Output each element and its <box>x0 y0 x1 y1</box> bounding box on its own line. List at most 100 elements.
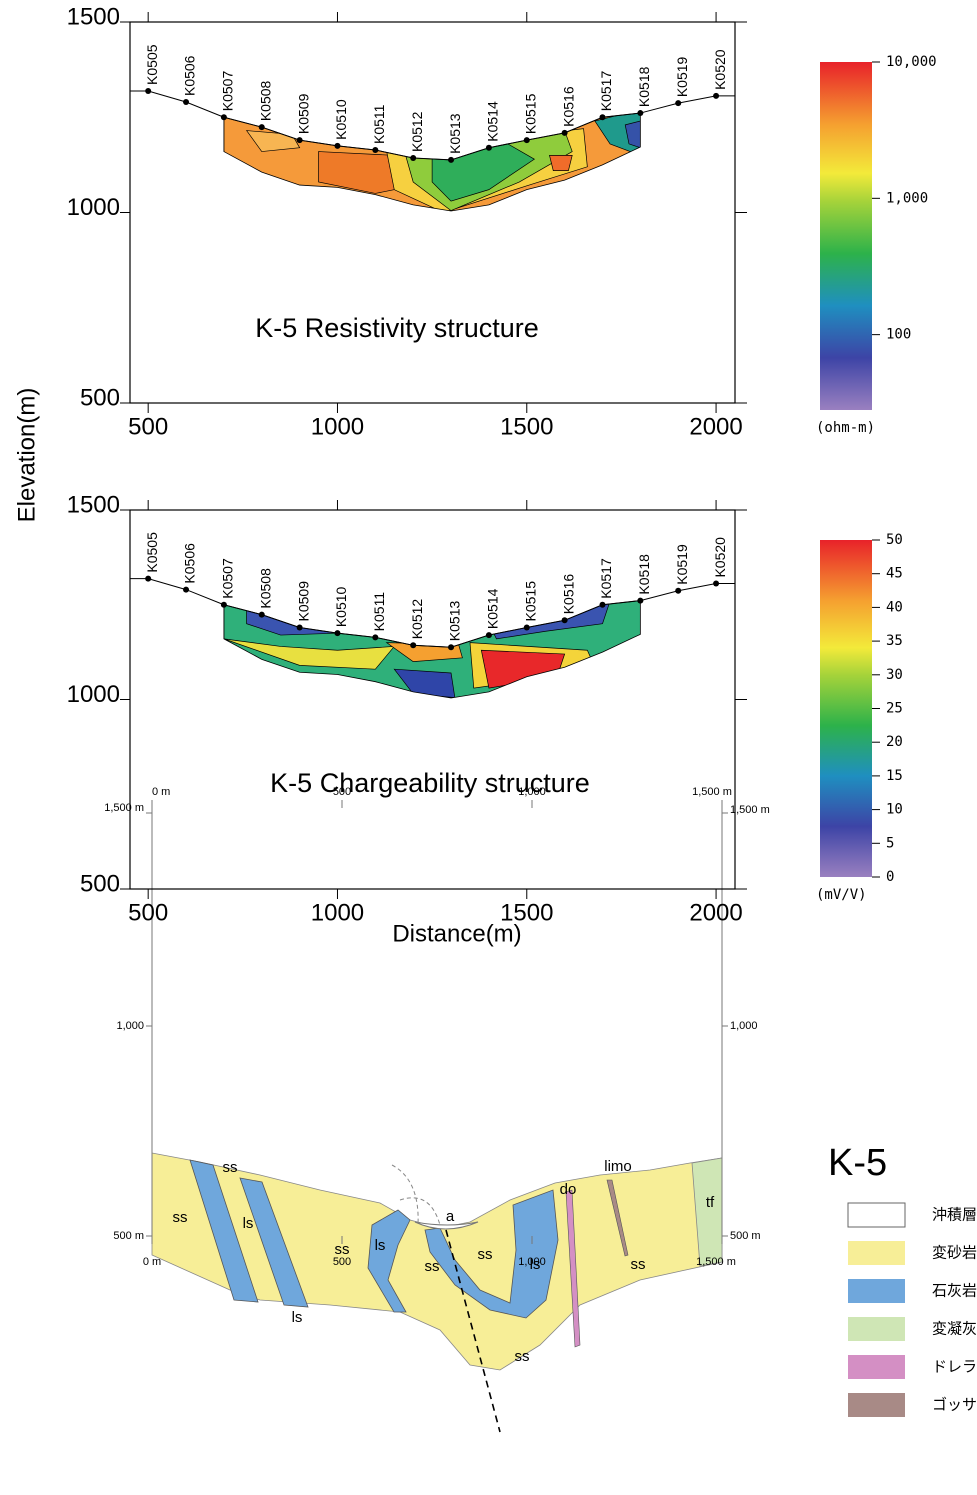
station <box>485 632 492 639</box>
station <box>258 611 265 618</box>
right-label: 500 m <box>730 1230 761 1242</box>
panel-title: K-5 Resistivity structure <box>255 313 539 343</box>
legend-swatch <box>848 1393 905 1417</box>
section-title: K-5 <box>828 1142 887 1184</box>
right-label: 1,500 m <box>730 804 770 816</box>
station <box>183 586 190 593</box>
station <box>296 624 303 631</box>
tuff <box>691 1157 723 1267</box>
station <box>599 114 606 121</box>
station <box>220 114 227 121</box>
legend-swatch <box>848 1355 905 1379</box>
y-axis-label: Elevation(m) <box>13 388 40 523</box>
cross-section: 0 m 500 1,000 1,500 m 0 m 500 1,000 1,50… <box>104 786 770 1433</box>
right-label: 1,000 <box>730 1020 758 1032</box>
unit-label: a <box>446 1208 455 1225</box>
station-label: K0510 <box>333 99 349 140</box>
unit-label: ss <box>515 1348 530 1365</box>
station-label: K0510 <box>333 586 349 627</box>
station-label: K0505 <box>144 532 160 573</box>
limestone <box>424 1189 559 1319</box>
station <box>334 630 341 637</box>
colorbar-label: 100 <box>886 327 911 343</box>
unit-label: ss <box>223 1159 238 1176</box>
station-label: K0516 <box>560 86 576 127</box>
x-tick-label: 2000 <box>689 899 742 926</box>
station-label: K0507 <box>220 558 236 599</box>
unit-label: ls <box>375 1237 386 1254</box>
x-tick-label: 1000 <box>311 899 364 926</box>
station <box>599 601 606 608</box>
legend-label: 石灰岩 <box>932 1282 977 1300</box>
station-label: K0508 <box>257 80 273 121</box>
left-label: 500 m <box>113 1230 144 1242</box>
top-label: 500 <box>333 786 351 798</box>
x-tick-label: 500 <box>128 413 168 440</box>
colorbar-label: 10 <box>886 802 903 818</box>
station <box>675 587 682 594</box>
gossan <box>606 1179 629 1257</box>
unit-label: ls <box>292 1309 303 1326</box>
station <box>713 92 720 99</box>
contour-fill <box>223 600 641 698</box>
panel-title: K-5 Chargeability structure <box>270 768 590 798</box>
station <box>713 580 720 587</box>
station-label: K0520 <box>712 49 728 90</box>
unit-label: ss <box>425 1258 440 1275</box>
unit-label: ls <box>530 1256 541 1273</box>
colorbar-label: 30 <box>886 667 903 683</box>
legend-label: ドレライト <box>932 1358 977 1376</box>
y-tick-label: 1500 <box>67 491 120 518</box>
legend-label: 沖積層 <box>932 1206 977 1224</box>
station-label: K0520 <box>712 537 728 578</box>
old-channel <box>391 1164 441 1226</box>
x-tick-label: 1500 <box>500 899 553 926</box>
station-label: K0511 <box>371 592 387 632</box>
colorbar-label: 50 <box>886 532 903 548</box>
legend-swatch <box>847 1202 906 1228</box>
station-label: K0512 <box>409 111 425 152</box>
station <box>145 575 152 582</box>
station-label: K0509 <box>295 581 311 622</box>
colorbar-label: 40 <box>886 599 903 615</box>
station <box>637 597 644 604</box>
colorbar-label: 20 <box>886 734 903 750</box>
top-label: 1,000 <box>518 786 546 798</box>
colorbar <box>820 540 872 877</box>
x-tick-label: 1000 <box>311 413 364 440</box>
station-label: K0505 <box>144 44 160 85</box>
legend-swatch <box>848 1279 905 1303</box>
y-tick-label: 1000 <box>67 194 120 221</box>
station <box>485 144 492 151</box>
colorbar-label: 1,000 <box>886 190 928 206</box>
unit-label: ss <box>478 1246 493 1263</box>
station-label: K0511 <box>371 104 387 144</box>
bottom-label: 500 <box>333 1256 351 1268</box>
bottom-label: 1,500 m <box>696 1256 736 1268</box>
top-label: 1,500 m <box>692 786 732 798</box>
colorbar-label: 45 <box>886 566 903 582</box>
station-label: K0509 <box>295 93 311 134</box>
station <box>675 100 682 107</box>
alluvium <box>414 1221 479 1230</box>
station-label: K0514 <box>485 588 501 629</box>
unit-label: ss <box>631 1256 646 1273</box>
y-tick-label: 1500 <box>67 3 120 30</box>
colorbar-label: 10,000 <box>886 54 937 70</box>
dolerite <box>565 1189 581 1348</box>
legend-swatch <box>848 1317 905 1341</box>
station <box>637 110 644 117</box>
station <box>410 642 417 649</box>
x-axis-label: Distance(m) <box>392 920 521 947</box>
colorbar-label: 0 <box>886 869 894 885</box>
x-tick-label: 500 <box>128 899 168 926</box>
station-label: K0512 <box>409 599 425 640</box>
y-tick-label: 1000 <box>67 681 120 708</box>
colorbar <box>820 62 872 410</box>
fault <box>445 1229 501 1433</box>
colorbar-unit: (ohm-m) <box>816 420 875 436</box>
unit-label: ss <box>335 1241 350 1258</box>
